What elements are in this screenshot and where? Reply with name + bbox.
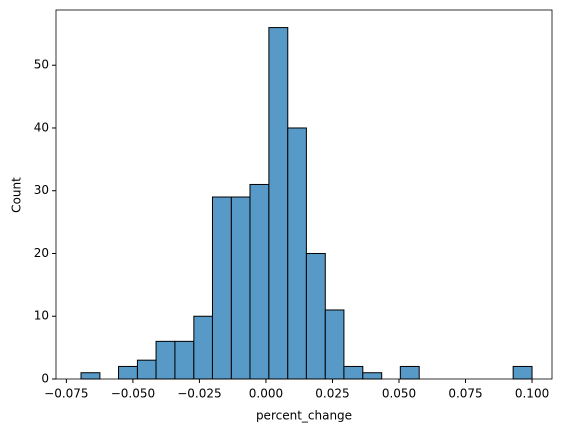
bar: [324, 309, 345, 380]
bar: [512, 365, 533, 380]
x-axis-label: percent_change: [256, 409, 352, 423]
bar: [193, 315, 213, 380]
y-tick-label: 20: [34, 246, 49, 260]
y-tick-label: 30: [34, 183, 49, 197]
bar: [230, 196, 251, 380]
bar: [136, 359, 157, 380]
bar: [155, 340, 176, 380]
bar: [211, 196, 232, 380]
y-axis-label: Count: [10, 177, 24, 213]
x-tick-label: 0.100: [515, 387, 549, 401]
plot-frame: [55, 9, 553, 380]
bar: [118, 365, 138, 380]
x-tick-label: 0.075: [448, 387, 482, 401]
bar: [174, 340, 195, 380]
bar: [343, 365, 364, 380]
bar: [268, 27, 289, 380]
bar: [249, 183, 270, 380]
x-tick-label: −0.050: [111, 387, 155, 401]
y-tick-label: 0: [41, 372, 49, 386]
y-tick-label: 50: [34, 58, 49, 72]
bar: [305, 252, 326, 380]
bar: [362, 372, 383, 380]
x-tick-label: 0.050: [382, 387, 416, 401]
bar: [287, 127, 307, 380]
x-tick-label: 0.000: [249, 387, 283, 401]
y-tick-label: 10: [34, 309, 49, 323]
y-tick-label: 40: [34, 120, 49, 134]
bar: [80, 372, 101, 380]
x-tick-label: −0.075: [44, 387, 88, 401]
x-tick-label: −0.025: [177, 387, 221, 401]
x-tick-label: 0.025: [315, 387, 349, 401]
bar: [399, 365, 420, 380]
